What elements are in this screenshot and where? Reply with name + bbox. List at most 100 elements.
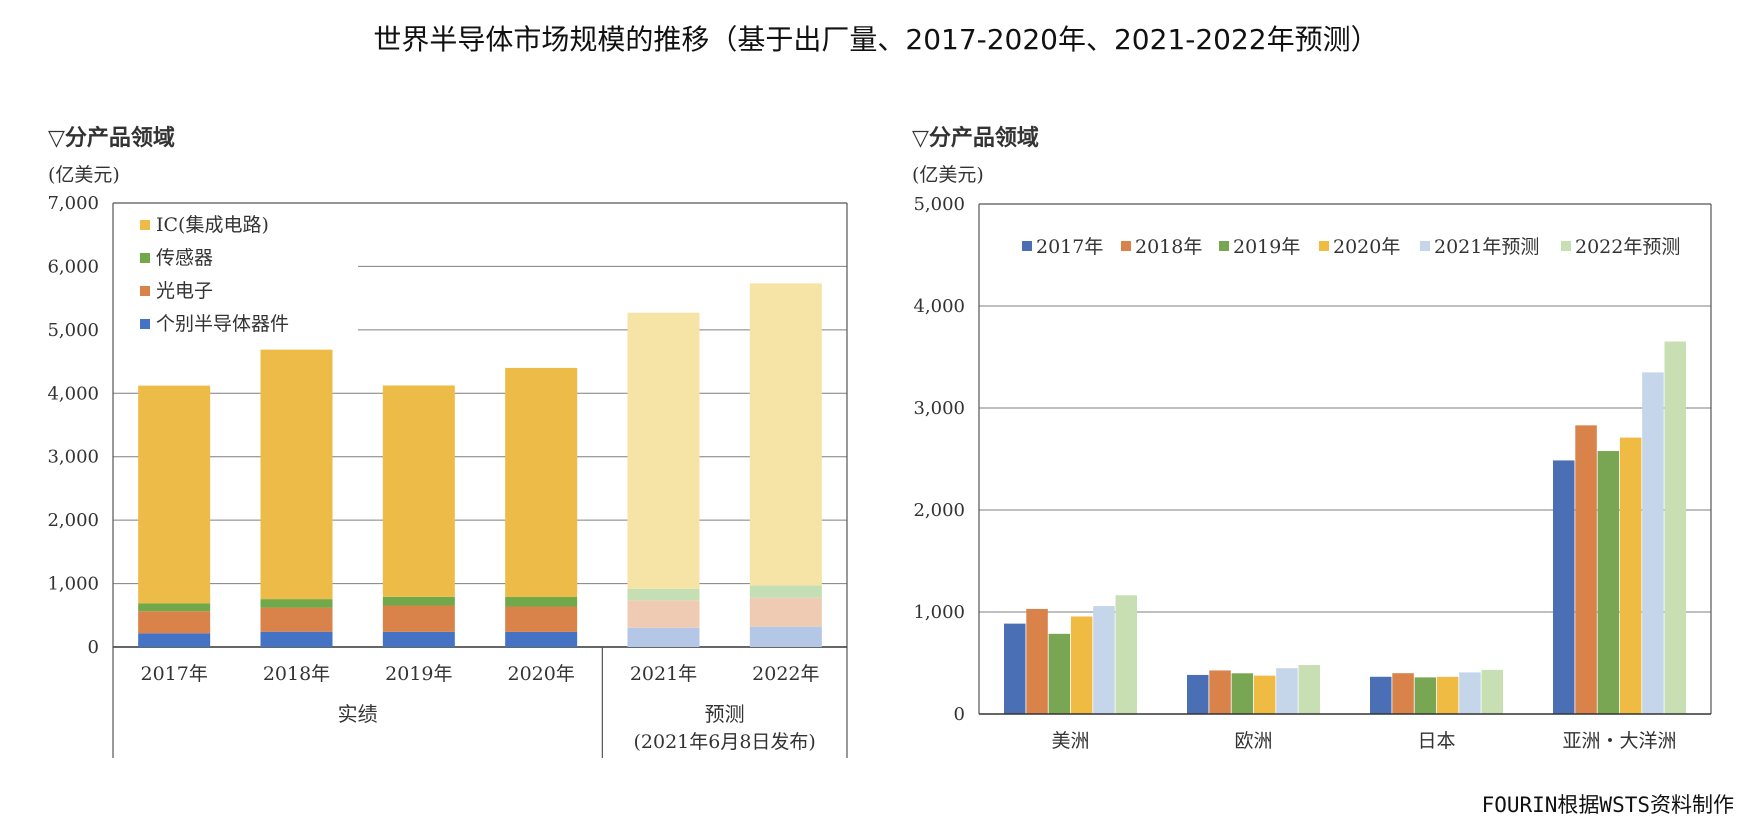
bar — [1209, 670, 1231, 714]
legend-swatch — [140, 220, 150, 230]
bar — [1253, 675, 1276, 714]
bar-segment — [749, 283, 822, 586]
bar — [1026, 608, 1048, 714]
y-tick-label: 2,000 — [47, 510, 99, 531]
bar-segment — [138, 633, 211, 647]
bar — [1093, 606, 1115, 714]
bar — [1004, 623, 1026, 714]
bar-segment — [260, 607, 333, 632]
bar — [1553, 460, 1575, 714]
bar — [1048, 633, 1071, 714]
product-segment-stacked-bar-chart: 0 1,000 2,000 3,000 4,000 5,000 6,000 7,000 2017… — [47, 193, 848, 758]
bar-segment — [382, 385, 455, 597]
bar-segment — [138, 611, 211, 634]
y-tick-label: 0 — [954, 704, 965, 725]
left-chart-unit-label: (亿美元) — [48, 164, 120, 186]
bar — [1115, 595, 1137, 714]
legend-swatch — [1561, 241, 1571, 251]
y-tick-label: 6,000 — [47, 256, 99, 277]
x-tick-label: 2020年 — [507, 663, 574, 685]
bar — [1459, 672, 1481, 714]
bar-segment — [627, 588, 700, 601]
bar — [1392, 673, 1414, 714]
group-label-forecast-note: (2021年6月8日发布) — [633, 731, 815, 753]
y-tick-label: 5,000 — [47, 320, 99, 341]
bar — [1231, 673, 1254, 714]
y-tick-label: 3,000 — [47, 447, 99, 468]
bar-segment — [505, 606, 578, 632]
legend-swatch — [1319, 241, 1329, 251]
legend-swatch — [1121, 241, 1131, 251]
y-tick-label: 5,000 — [913, 194, 965, 215]
bar-segment — [505, 631, 578, 647]
bar — [1276, 668, 1298, 714]
legend-label: 2021年预测 — [1434, 236, 1539, 258]
bar-segment — [260, 349, 333, 600]
y-tick-label: 4,000 — [47, 383, 99, 404]
bar — [1664, 341, 1686, 714]
y-tick-label: 1,000 — [913, 602, 965, 623]
bar — [1575, 425, 1597, 714]
bar-segment — [260, 599, 333, 608]
bar-segment — [382, 596, 455, 606]
right-chart-section-label: ▽分产品领域 — [912, 126, 1039, 151]
x-tick-label: 美洲 — [1051, 730, 1089, 752]
x-tick-label: 亚洲・大洋洲 — [1562, 730, 1676, 752]
bar-segment — [627, 312, 700, 589]
legend-label: IC(集成电路) — [156, 214, 269, 236]
bar — [1619, 437, 1642, 714]
bar — [1414, 677, 1437, 714]
legend-label: 2017年 — [1036, 236, 1103, 258]
bar-segment — [749, 585, 822, 598]
bar — [1642, 372, 1664, 714]
x-tick-label: 欧洲 — [1234, 730, 1272, 752]
y-tick-label: 3,000 — [913, 398, 965, 419]
legend-label: 2018年 — [1135, 236, 1202, 258]
bar-segment — [627, 600, 700, 628]
bar-segment — [382, 631, 455, 647]
group-label-forecast: 预测 — [705, 702, 745, 726]
x-tick-label: 2018年 — [263, 663, 330, 685]
legend-swatch — [1022, 241, 1032, 251]
page-title: 世界半导体市场规模的推移（基于出厂量、2017-2020年、2021-2022年… — [373, 23, 1379, 56]
bar-segment — [260, 631, 333, 647]
x-tick-label: 2021年 — [630, 663, 697, 685]
x-tick-label: 日本 — [1417, 730, 1455, 752]
y-tick-label: 0 — [88, 637, 99, 658]
bar-segment — [627, 627, 700, 647]
x-tick-label: 2017年 — [140, 663, 207, 685]
source-credit: FOURIN根据WSTS资料制作 — [1481, 793, 1734, 817]
bar-segment — [505, 367, 578, 598]
bar-segment — [505, 597, 578, 607]
y-tick-label: 2,000 — [913, 500, 965, 521]
y-tick-label: 4,000 — [913, 296, 965, 317]
bar — [1370, 676, 1392, 714]
bar-segment — [138, 385, 211, 604]
legend-swatch — [140, 319, 150, 329]
bar — [1070, 616, 1093, 714]
legend-label: 传感器 — [156, 247, 213, 269]
bar-segment — [382, 605, 455, 632]
legend-swatch — [140, 253, 150, 263]
left-chart-section-label: ▽分产品领域 — [48, 126, 175, 151]
legend-label: 2022年预测 — [1575, 236, 1680, 258]
x-tick-label: 2019年 — [385, 663, 452, 685]
legend-swatch — [140, 286, 150, 296]
y-tick-label: 1,000 — [47, 574, 99, 595]
bar — [1298, 665, 1320, 714]
legend-label: 2019年 — [1233, 236, 1300, 258]
legend-swatch — [1420, 241, 1430, 251]
bar-segment — [749, 597, 822, 627]
group-label-actual: 实绩 — [338, 702, 378, 726]
bar — [1597, 451, 1620, 714]
right-chart-unit-label: (亿美元) — [912, 164, 984, 186]
bar — [1187, 674, 1209, 714]
legend-swatch — [1219, 241, 1229, 251]
x-tick-label: 2022年 — [752, 663, 819, 685]
legend-label: 2020年 — [1333, 236, 1400, 258]
bar-segment — [749, 626, 822, 647]
y-tick-label: 7,000 — [47, 193, 99, 214]
legend-label: 个别半导体器件 — [156, 313, 289, 335]
bar — [1436, 676, 1459, 714]
